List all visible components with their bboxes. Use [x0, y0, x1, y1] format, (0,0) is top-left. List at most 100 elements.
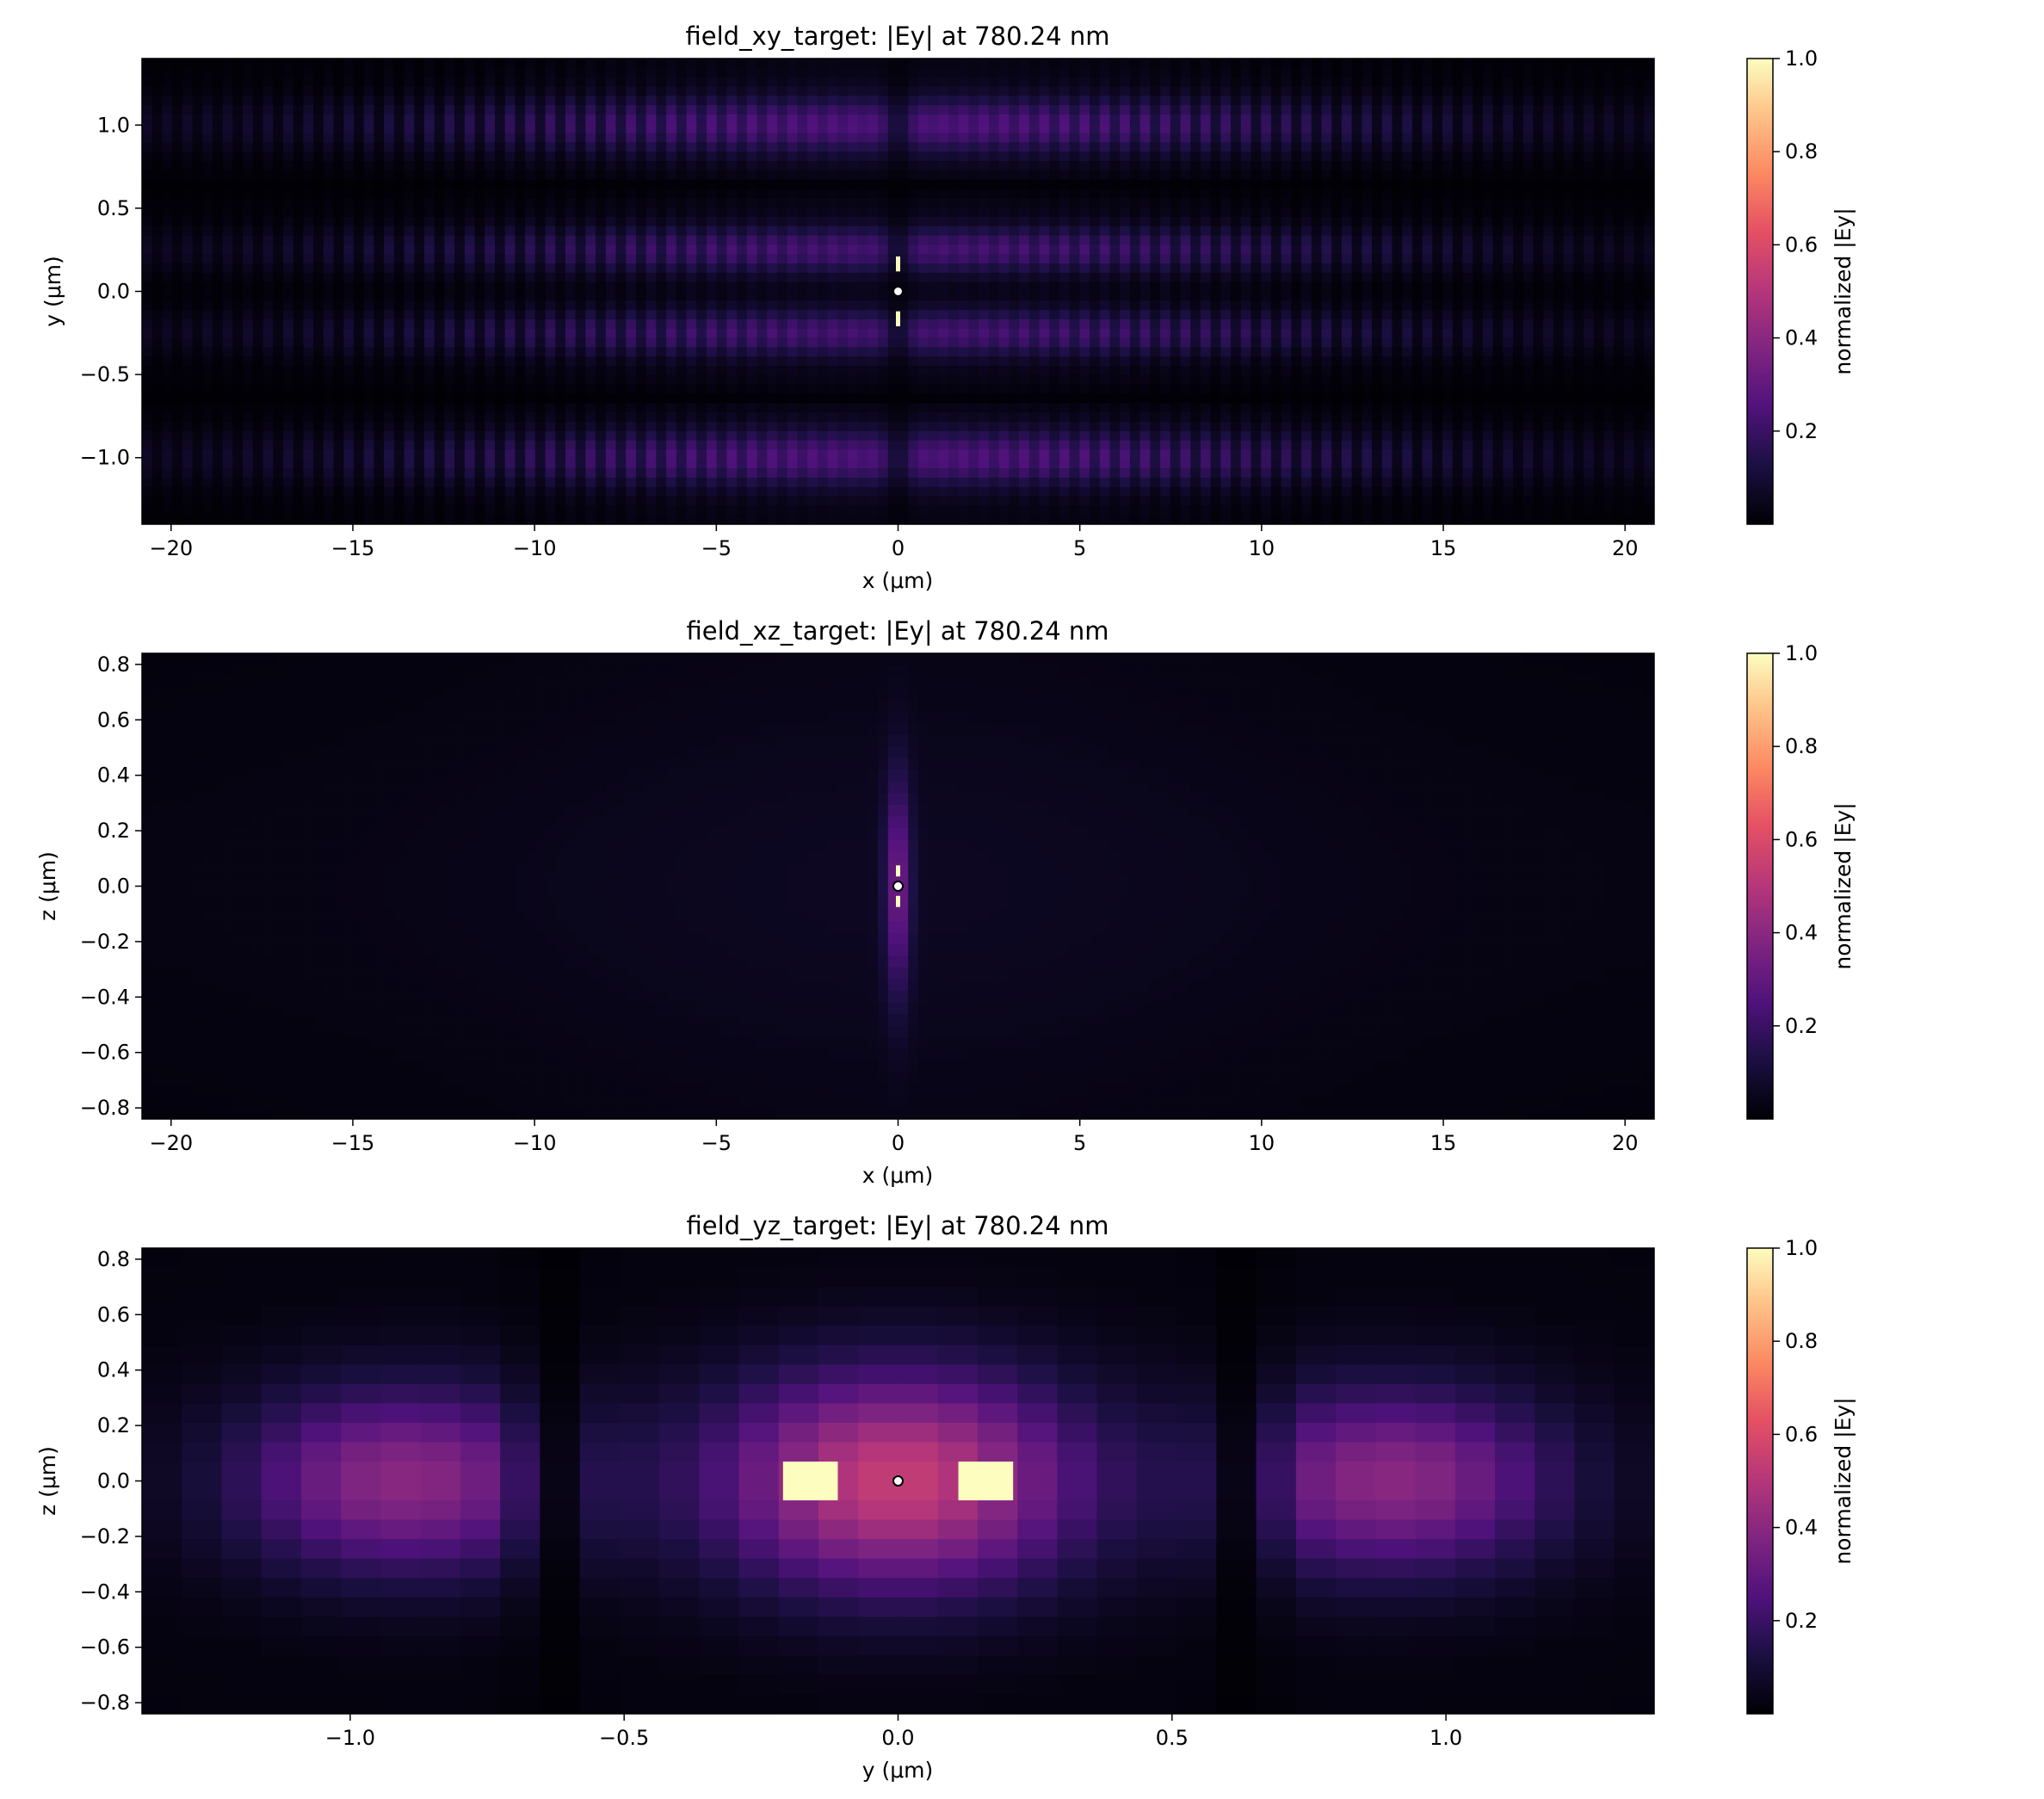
heatmap-cell — [555, 114, 566, 125]
heatmap-cell — [1543, 347, 1554, 357]
heatmap-cell — [726, 263, 738, 274]
heatmap-cell — [222, 96, 234, 106]
heatmap-cell — [525, 254, 536, 264]
heatmap-cell — [1513, 328, 1524, 339]
heatmap-cell — [393, 207, 405, 218]
heatmap-cell — [1381, 123, 1393, 134]
heatmap-cell — [1633, 347, 1645, 357]
heatmap-cell — [202, 77, 213, 88]
heatmap-cell — [273, 310, 284, 320]
heatmap-cell — [948, 189, 960, 199]
heatmap-cell — [756, 161, 768, 171]
heatmap-cell — [887, 235, 899, 245]
heatmap-cell — [776, 170, 788, 181]
heatmap-cell — [1614, 77, 1625, 88]
heatmap-cell — [1099, 310, 1111, 320]
heatmap-cell — [1049, 337, 1060, 349]
heatmap-cell — [363, 291, 374, 301]
heatmap-cell — [1069, 77, 1080, 88]
heatmap-cell — [323, 226, 335, 237]
heatmap-cell — [726, 189, 738, 199]
heatmap-cell — [908, 310, 919, 320]
heatmap-cell — [1059, 291, 1071, 301]
heatmap-cell — [363, 272, 374, 283]
heatmap-cell — [303, 86, 314, 96]
heatmap-cell — [1250, 77, 1262, 88]
heatmap-cell — [666, 226, 677, 237]
heatmap-cell — [958, 59, 970, 69]
heatmap-cell — [1200, 328, 1212, 339]
heatmap-cell — [746, 281, 758, 293]
heatmap-cell — [1462, 328, 1473, 339]
heatmap-cell — [1170, 198, 1182, 208]
heatmap-cell — [1614, 235, 1625, 245]
heatmap-cell — [243, 207, 254, 218]
heatmap-cell — [1341, 281, 1353, 293]
heatmap-cell — [1220, 291, 1232, 301]
heatmap-cell — [1584, 310, 1595, 320]
heatmap-cell — [1079, 291, 1090, 301]
heatmap-cell — [1381, 310, 1393, 320]
heatmap-cell — [1341, 133, 1353, 143]
heatmap-cell — [1210, 300, 1221, 311]
heatmap-cell — [1482, 161, 1494, 171]
heatmap-cell — [716, 105, 727, 115]
heatmap-cell — [1069, 189, 1080, 199]
heatmap-cell — [817, 337, 829, 349]
heatmap-cell — [626, 310, 637, 320]
heatmap-cell — [192, 300, 203, 311]
heatmap-cell — [1250, 328, 1262, 339]
heatmap-cell — [1381, 77, 1393, 88]
heatmap-cell — [1291, 67, 1302, 78]
heatmap-cell — [706, 59, 718, 69]
heatmap-cell — [1473, 105, 1484, 115]
heatmap-cell — [1633, 67, 1645, 78]
heatmap-cell — [656, 179, 667, 190]
heatmap-cell — [384, 272, 395, 283]
heatmap-cell — [333, 235, 344, 245]
heatmap-cell — [635, 318, 647, 330]
heatmap-cell — [1190, 151, 1201, 162]
heatmap-cell — [908, 300, 919, 311]
heatmap-cell — [464, 328, 476, 339]
heatmap-cell — [1321, 226, 1332, 237]
heatmap-cell — [1099, 59, 1111, 69]
heatmap-cell — [565, 170, 577, 181]
heatmap-cell — [1059, 96, 1071, 106]
heatmap-cell — [434, 105, 445, 115]
heatmap-cell — [585, 318, 596, 330]
heatmap-cell — [1402, 310, 1413, 320]
heatmap-cell — [182, 179, 194, 190]
heatmap-cell — [494, 77, 506, 88]
heatmap-cell — [1533, 170, 1544, 181]
heatmap-cell — [596, 170, 607, 181]
heatmap-cell — [1109, 123, 1121, 134]
heatmap-cell — [686, 216, 697, 227]
heatmap-cell — [434, 263, 445, 274]
heatmap-cell — [142, 235, 153, 245]
heatmap-cell — [1341, 244, 1353, 255]
heatmap-cell — [968, 151, 979, 162]
heatmap-cell — [1170, 235, 1182, 245]
heatmap-cell — [313, 300, 324, 311]
heatmap-cell — [988, 272, 1000, 283]
heatmap-cell — [1160, 151, 1171, 162]
heatmap-cell — [222, 151, 234, 162]
heatmap-cell — [1049, 114, 1060, 125]
heatmap-cell — [1231, 310, 1242, 320]
heatmap-cell — [1614, 310, 1625, 320]
heatmap-cell — [282, 347, 294, 357]
heatmap-cell — [898, 347, 909, 357]
heatmap-cell — [404, 216, 415, 227]
heatmap-cell — [293, 216, 305, 227]
heatmap-cell — [645, 133, 657, 143]
heatmap-cell — [1411, 170, 1423, 181]
heatmap-cell — [676, 263, 688, 274]
heatmap-cell — [1301, 86, 1312, 96]
heatmap-cell — [1090, 328, 1101, 339]
heatmap-cell — [1009, 263, 1020, 274]
heatmap-cell — [1281, 328, 1292, 339]
heatmap-cell — [948, 254, 960, 264]
heatmap-cell — [1644, 77, 1654, 88]
heatmap-cell — [686, 310, 697, 320]
